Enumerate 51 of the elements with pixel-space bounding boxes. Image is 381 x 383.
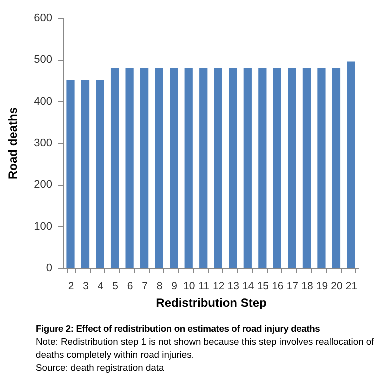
text: Note: Redistribution step 1 is not shown because this step involves reallocation of deaths completely within road injuries. [36, 335, 376, 361]
x-tick-label: 13 [228, 280, 240, 292]
x-tick-label: 9 [172, 280, 178, 292]
bar [244, 68, 252, 268]
bar [214, 68, 222, 268]
bar [170, 68, 178, 268]
bar [302, 68, 312, 268]
x-tick-label: 7 [142, 280, 148, 292]
x-tick-label: 4 [98, 280, 104, 292]
x-tick-label: 12 [213, 280, 225, 292]
x-tick-label: 8 [156, 280, 163, 292]
x-tick-label: 6 [127, 280, 134, 292]
bar [332, 68, 341, 268]
y-axis-title: Road deaths [6, 107, 20, 180]
x-tick-label: 21 [346, 280, 358, 292]
x-tick-label: 3 [83, 280, 90, 292]
x-tick-label: 20 [331, 280, 343, 292]
bar [184, 68, 193, 268]
x-tick-label: 14 [242, 280, 254, 292]
bar [273, 68, 282, 268]
y-tick-label: 200 [34, 179, 52, 192]
x-tick-label: 15 [257, 280, 270, 292]
bar [66, 80, 75, 268]
bar [200, 68, 208, 268]
bar [229, 68, 238, 268]
y-tick-label: 500 [34, 54, 52, 66]
y-tick-label: 600 [34, 12, 52, 24]
x-tick-label: 18 [302, 280, 314, 292]
text: Figure 2: Effect of redistribution on estimates of road injury deaths [36, 322, 322, 335]
bar [126, 68, 134, 268]
x-tick-label: 10 [184, 280, 196, 292]
x-tick-label: 19 [316, 280, 328, 292]
bar [288, 68, 296, 268]
bar [258, 68, 267, 268]
bar [318, 68, 326, 268]
bar [81, 80, 90, 268]
x-tick-label: 11 [198, 280, 210, 292]
y-tick-label: 300 [34, 138, 52, 150]
x-tick-label: 2 [68, 280, 74, 292]
x-tick-label: 16 [272, 280, 284, 292]
bar [155, 68, 164, 268]
x-tick-label: 17 [286, 280, 299, 292]
bar [96, 80, 104, 268]
y-tick-label: 100 [34, 220, 52, 233]
y-tick-label: 400 [34, 96, 52, 108]
bar [140, 68, 149, 268]
source-note: Source: death registration data [36, 361, 166, 374]
bar [347, 62, 356, 268]
x-tick-label: 5 [112, 280, 119, 292]
bar [110, 68, 120, 268]
y-tick-label: 0 [46, 262, 52, 274]
